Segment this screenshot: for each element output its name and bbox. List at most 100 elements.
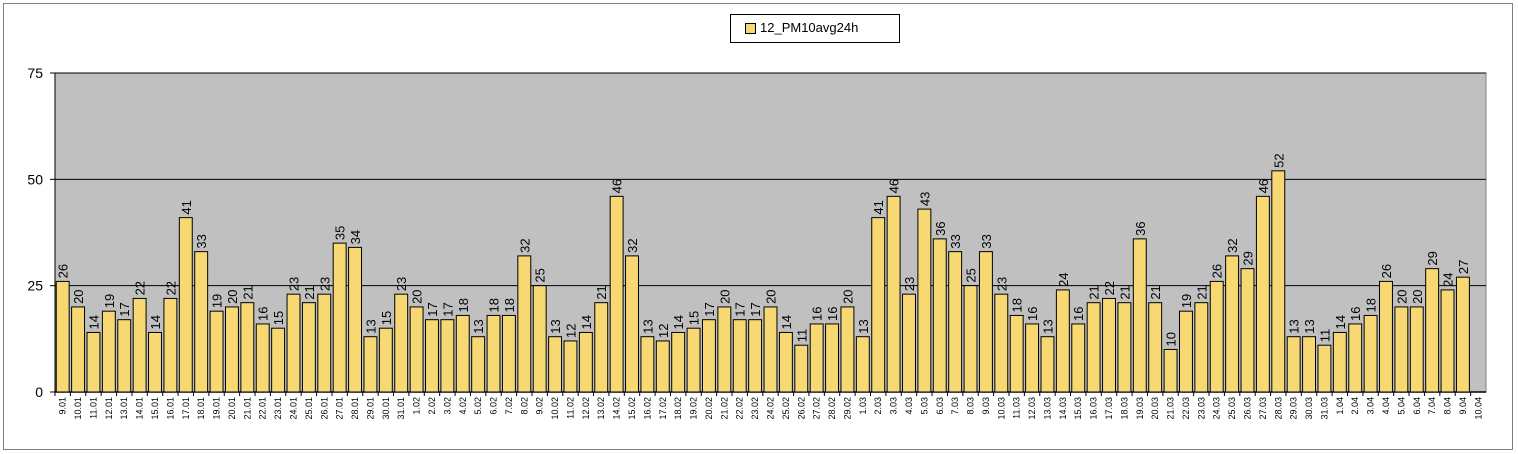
- data-label: 13: [856, 319, 871, 333]
- data-label: 18: [502, 298, 517, 312]
- x-tick-label: 12.01: [104, 397, 114, 420]
- data-label: 16: [1071, 306, 1086, 320]
- data-label: 10: [1164, 332, 1179, 346]
- bar: [1148, 302, 1163, 393]
- bar: [240, 302, 255, 393]
- bar: [625, 255, 639, 393]
- bar: [609, 195, 624, 393]
- x-tick-label: 27.03: [1258, 397, 1268, 420]
- x-tick-label: 2.02: [427, 397, 437, 415]
- bar: [271, 327, 286, 393]
- bar: [132, 297, 147, 393]
- data-label: 46: [610, 179, 625, 193]
- data-label: 14: [779, 315, 794, 329]
- data-label: 32: [1225, 238, 1240, 252]
- bar: [163, 297, 178, 393]
- data-label: 13: [548, 319, 563, 333]
- data-label: 26: [1210, 264, 1225, 278]
- x-tick-label: 17.03: [1104, 397, 1114, 420]
- data-label: 16: [810, 306, 825, 320]
- bar: [1240, 268, 1255, 393]
- data-label: 21: [240, 285, 255, 299]
- bar: [332, 242, 347, 393]
- data-label: 20: [840, 289, 855, 303]
- bar: [394, 293, 409, 393]
- x-tick-label: 25.02: [781, 397, 791, 420]
- bar: [1025, 323, 1040, 393]
- x-tick-label: 18.01: [196, 397, 206, 420]
- bar: [1394, 306, 1409, 393]
- x-tick-label: 6.02: [489, 397, 499, 415]
- x-tick-label: 16.02: [642, 397, 652, 420]
- x-tick-label: 24.03: [1212, 397, 1222, 420]
- x-tick-label: 11.01: [88, 397, 98, 419]
- y-tick-label: 75: [27, 65, 43, 81]
- bar: [55, 280, 70, 393]
- data-label: 46: [1256, 179, 1271, 193]
- x-tick-label: 23.02: [750, 397, 760, 420]
- bar: [578, 331, 593, 393]
- legend-swatch: [745, 23, 756, 34]
- bar: [517, 255, 532, 393]
- x-tick-label: 7.03: [950, 397, 960, 415]
- bar: [363, 336, 378, 393]
- x-tick-label: 28.01: [350, 397, 360, 420]
- data-label: 18: [456, 298, 471, 312]
- x-tick-label: 19.03: [1135, 397, 1145, 420]
- data-label: 14: [148, 315, 163, 329]
- data-label: 11: [1317, 329, 1332, 343]
- data-label: 23: [394, 277, 409, 291]
- data-label: 41: [179, 200, 194, 214]
- data-label: 24: [1056, 272, 1071, 286]
- data-label: 21: [1148, 285, 1163, 299]
- x-tick-label: 6.03: [935, 397, 945, 415]
- x-tick-label: 3.04: [1366, 397, 1376, 415]
- x-tick-label: 30.03: [1304, 397, 1314, 420]
- bar: [886, 195, 901, 393]
- bar: [317, 293, 332, 393]
- bar: [286, 293, 301, 393]
- data-label: 32: [517, 238, 532, 252]
- bar: [71, 306, 86, 393]
- x-tick-label: 21.01: [242, 397, 252, 420]
- x-tick-label: 2.04: [1350, 397, 1360, 415]
- data-label: 20: [225, 289, 240, 303]
- bar: [1286, 336, 1301, 393]
- bar: [471, 336, 486, 393]
- bar: [548, 336, 563, 393]
- y-tick-label: 0: [35, 384, 43, 400]
- bar: [1009, 314, 1024, 393]
- data-label: 18: [487, 298, 502, 312]
- data-label: 13: [1302, 319, 1317, 333]
- x-tick-label: 21.03: [1166, 397, 1176, 420]
- data-label: 20: [410, 289, 425, 303]
- data-label: 32: [625, 238, 640, 252]
- bar: [932, 238, 947, 393]
- bar: [1379, 280, 1393, 393]
- data-label: 13: [363, 319, 378, 333]
- x-tick-label: 24.02: [766, 397, 776, 420]
- bar: [1163, 348, 1178, 393]
- x-tick-label: 13.01: [119, 397, 129, 420]
- bar: [686, 327, 701, 393]
- x-tick-label: 29.02: [842, 397, 852, 420]
- x-tick-label: 29.01: [365, 397, 375, 420]
- data-label: 26: [56, 264, 71, 278]
- data-label: 25: [533, 268, 548, 282]
- data-label: 17: [117, 302, 132, 316]
- data-label: 14: [86, 315, 101, 329]
- bar: [1102, 297, 1116, 393]
- x-tick-label: 10.04: [1473, 397, 1483, 420]
- bar: [1225, 255, 1240, 393]
- x-tick-label: 1.02: [412, 397, 422, 415]
- data-label: 13: [1287, 319, 1302, 333]
- bar: [732, 319, 747, 393]
- x-tick-label: 15.02: [627, 397, 637, 420]
- bar: [255, 323, 270, 393]
- bar: [148, 331, 162, 393]
- x-tick-label: 9.03: [981, 397, 991, 415]
- x-tick-label: 19.02: [689, 397, 699, 420]
- bar: [871, 217, 886, 393]
- data-label: 17: [748, 302, 763, 316]
- x-tick-label: 23.01: [273, 397, 283, 420]
